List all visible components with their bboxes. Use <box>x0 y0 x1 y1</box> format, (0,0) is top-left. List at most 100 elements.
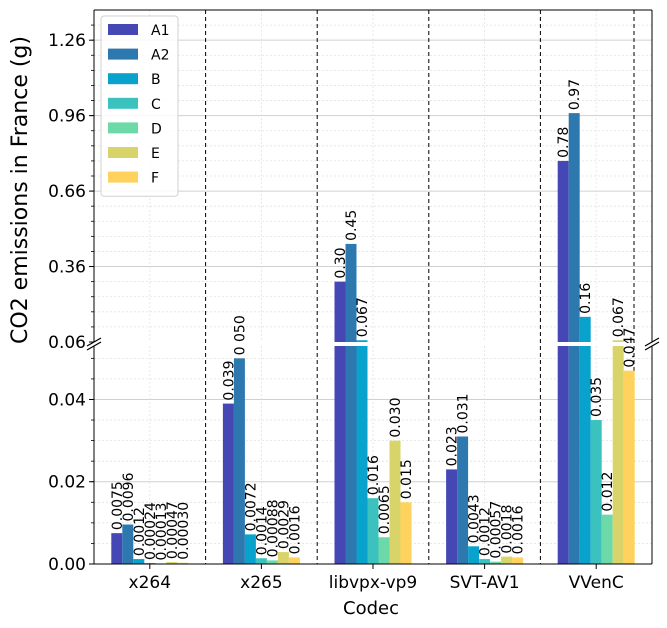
bar-F-x265 <box>288 557 300 564</box>
axis-break-marker <box>86 341 102 351</box>
data-label: 0.035 <box>589 377 605 417</box>
bar-A1-x264 <box>111 533 123 564</box>
data-label: 0.050 <box>232 315 248 355</box>
x-tick-label: x264 <box>129 573 172 593</box>
bar-B-VVenC <box>579 346 591 564</box>
legend-swatch-A1 <box>108 24 138 35</box>
y-axis-label: CO2 emissions in France (g) <box>8 36 33 344</box>
bar-A2-VVenC-upper <box>568 113 580 342</box>
bar-B-x265 <box>244 534 256 564</box>
axes: 0.00 0.02 0.04 0.06 0.36 0.66 0.96 1.26 x264 x265… <box>48 9 660 593</box>
bar-F-libvpx-vp9 <box>400 502 412 564</box>
y-tick-label: 0.02 <box>48 473 86 493</box>
data-label: 0.016 <box>366 455 382 495</box>
x-axis-label: Codec <box>343 598 399 619</box>
data-label: 0.97 <box>567 79 583 110</box>
bar-E-VVenC-upper <box>612 340 624 342</box>
data-label: 0.047 <box>622 328 638 368</box>
bar-D-libvpx-vp9 <box>378 537 390 564</box>
bar-B-SVT-AV1 <box>468 546 480 564</box>
bars <box>111 113 635 564</box>
legend-label: E <box>151 146 160 162</box>
data-label: 0.00013 <box>154 503 170 561</box>
y-tick-label: 0.04 <box>48 390 86 410</box>
bar-E-x265 <box>277 552 289 564</box>
legend-label: C <box>151 97 161 113</box>
y-tick-label: 1.26 <box>48 31 86 51</box>
data-label: 0.0065 <box>377 485 393 534</box>
bar-A2-libvpx-vp9 <box>345 346 357 564</box>
legend-swatch-A2 <box>108 48 138 60</box>
legend-label: A2 <box>151 48 169 64</box>
data-label: 0.00024 <box>143 502 159 560</box>
bar-A2-SVT-AV1 <box>457 436 469 564</box>
category-separators <box>205 10 635 564</box>
bar-A1-libvpx-vp9 <box>334 346 346 564</box>
data-label: 0.16 <box>578 283 594 314</box>
data-label: 0.0043 <box>467 494 483 543</box>
bar-C-libvpx-vp9 <box>367 498 379 564</box>
legend-swatch-C <box>108 97 138 109</box>
bar-C-VVenC <box>590 420 602 564</box>
axis-break-marker <box>644 337 660 347</box>
bar-E-VVenC <box>612 346 624 564</box>
legend-label: D <box>151 121 162 137</box>
y-tick-label: 0.00 <box>48 555 86 575</box>
bar-A2-x265 <box>233 358 245 564</box>
data-label: 0.0029 <box>276 500 292 549</box>
x-tick-label: VVenC <box>569 573 624 593</box>
legend-swatch-E <box>108 147 138 158</box>
bar-D-VVenC <box>601 514 613 564</box>
bar-F-x264 <box>177 562 189 564</box>
x-tick-label: SVT-AV1 <box>450 573 520 593</box>
axis-break-gap <box>93 343 653 345</box>
data-label: 0.00088 <box>265 499 281 557</box>
data-label: 0.023 <box>445 426 461 466</box>
bar-E-x264 <box>166 562 178 564</box>
data-label: 0.0016 <box>287 505 303 554</box>
data-label: 0.78 <box>556 127 572 158</box>
bar-A2-libvpx-vp9-upper <box>345 243 357 342</box>
bar-A1-VVenC-upper <box>557 160 569 342</box>
legend-label: B <box>151 72 161 88</box>
bar-A1-VVenC <box>557 346 569 564</box>
bar-D-SVT-AV1 <box>490 561 502 564</box>
data-label: 0.0016 <box>511 505 527 554</box>
legend-swatch-D <box>108 122 138 134</box>
legend-label: A1 <box>151 23 169 39</box>
bar-F-SVT-AV1 <box>512 557 524 564</box>
data-label: 0.0096 <box>121 472 137 521</box>
bar-E-SVT-AV1 <box>501 556 513 564</box>
bar-C-SVT-AV1 <box>479 559 491 564</box>
data-label: 0.067 <box>611 297 627 337</box>
bar-B-VVenC-upper <box>579 316 591 342</box>
data-label: 0.00047 <box>165 501 181 559</box>
bar-E-libvpx-vp9 <box>389 440 401 564</box>
data-label: 0.45 <box>344 210 360 241</box>
data-label: 0.067 <box>355 297 371 337</box>
data-label: 0.031 <box>456 393 472 433</box>
y-tick-label: 0.06 <box>48 333 86 353</box>
x-tick-label: x265 <box>240 573 283 593</box>
data-label: 0.0018 <box>500 505 516 554</box>
legend-swatch-B <box>108 73 138 85</box>
data-label: 0.0012 <box>132 507 148 556</box>
data-labels: 0.0075 0.039 0.30 0.023 0.78 0.0096 0.050 0.45 0… <box>110 79 638 561</box>
data-label: 0.0072 <box>243 482 259 531</box>
data-label: 0.0014 <box>254 506 270 555</box>
legend-swatch-F <box>108 171 138 183</box>
bar-A1-x265 <box>222 403 234 564</box>
legend-label: F <box>151 171 159 187</box>
data-label: 0.0012 <box>478 507 494 556</box>
data-label: 0.30 <box>333 247 349 278</box>
bar-A1-SVT-AV1 <box>446 469 458 564</box>
bar-A1-libvpx-vp9-upper <box>334 281 346 342</box>
bar-B-x264 <box>133 559 145 564</box>
bar-A2-VVenC <box>568 346 580 564</box>
bar-D-x265 <box>266 560 278 564</box>
bar-F-VVenC <box>623 370 635 564</box>
data-label: 0.030 <box>388 398 404 438</box>
bar-C-x265 <box>255 558 267 564</box>
